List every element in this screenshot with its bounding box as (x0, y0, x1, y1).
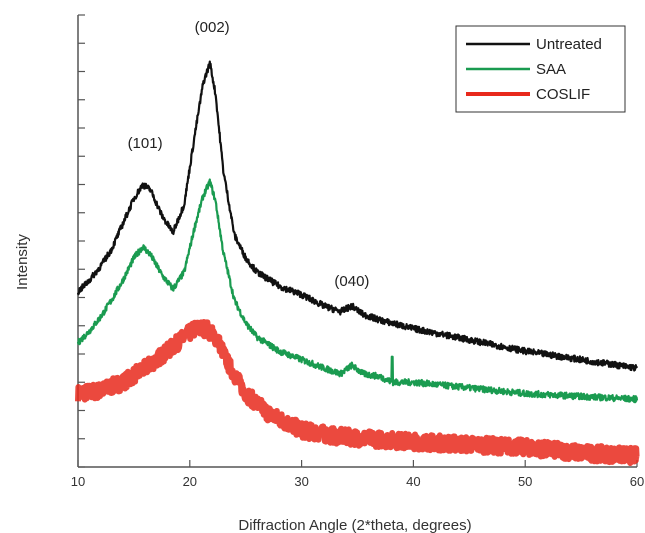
x-ticks: 10 20 30 40 50 60 (71, 460, 644, 489)
series-untreated (76, 60, 639, 372)
x-axis-label: Diffraction Angle (2*theta, degrees) (238, 517, 471, 533)
x-tick-label: 30 (294, 474, 308, 489)
annotation-layer: (101) (002) (040) (128, 19, 370, 290)
x-tick-label: 50 (518, 474, 532, 489)
series-coslif (75, 319, 640, 466)
series-line (76, 60, 639, 372)
peak-annotation: (002) (195, 19, 230, 36)
series-line (76, 178, 639, 404)
y-axis-label: Intensity (14, 234, 31, 290)
series-saa (76, 178, 639, 404)
x-tick-label: 20 (183, 474, 197, 489)
legend-label: Untreated (536, 36, 602, 53)
legend-label: COSLIF (536, 86, 590, 103)
series-layer (75, 60, 640, 466)
legend-label: SAA (536, 61, 566, 78)
x-tick-label: 60 (630, 474, 644, 489)
peak-annotation: (101) (128, 135, 163, 152)
series-line (75, 319, 640, 466)
x-tick-label: 40 (406, 474, 420, 489)
y-ticks (78, 14, 85, 468)
legend: Untreated SAA COSLIF (455, 25, 626, 113)
x-tick-label: 10 (71, 474, 85, 489)
peak-annotation: (040) (334, 273, 369, 290)
